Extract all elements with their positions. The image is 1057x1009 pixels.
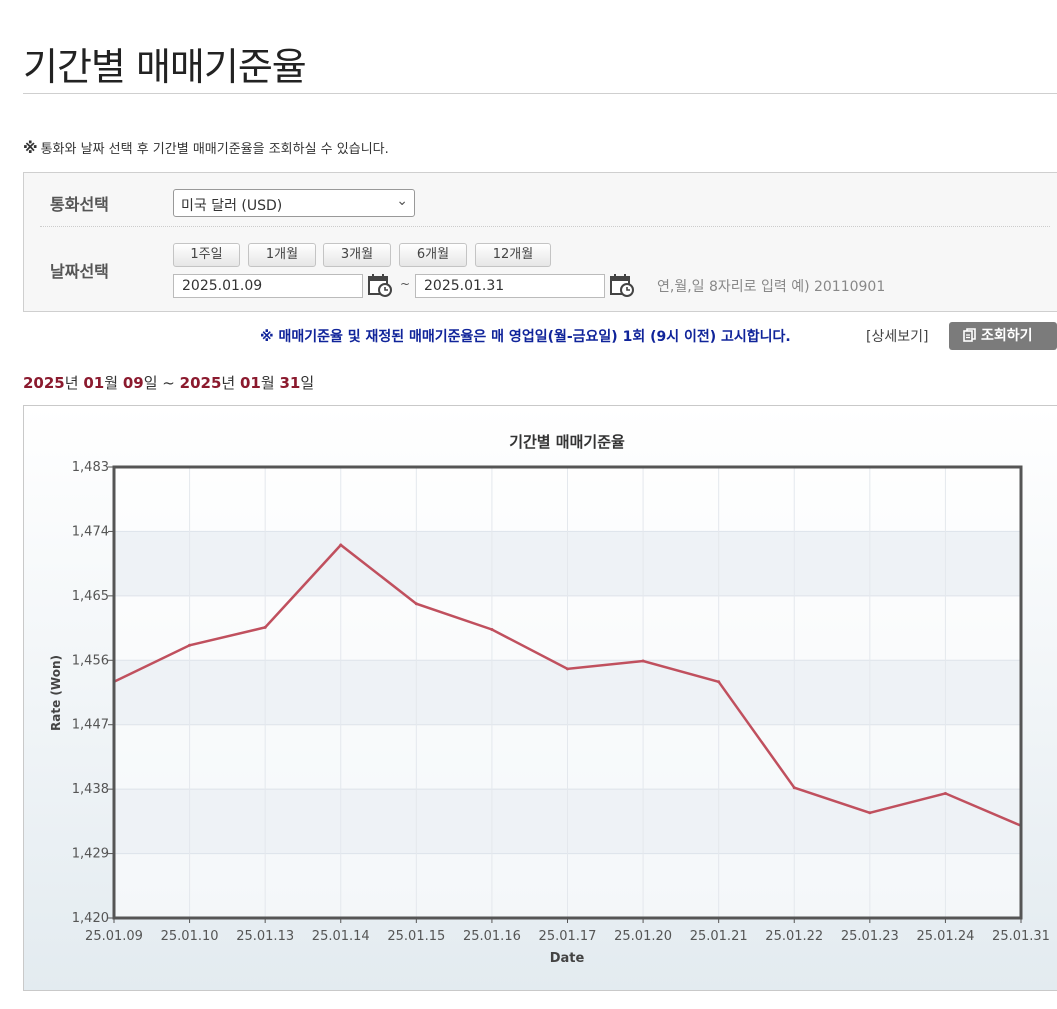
x-tick-label: 25.01.09	[85, 929, 143, 944]
range-end-day: 31	[279, 374, 301, 392]
range-end-year: 2025	[179, 374, 222, 392]
period-button-12months[interactable]: 12개월	[475, 243, 551, 267]
end-date-input[interactable]: 2025.01.31	[415, 274, 605, 298]
query-button-label: 조회하기	[981, 328, 1033, 344]
currency-select-value: 미국 달러 (USD)	[181, 198, 283, 214]
period-button-1month[interactable]: 1개월	[248, 243, 316, 267]
notice-publication-info: ※ 매매기준율 및 재정된 매매기준율은 매 영업일(월-금요일) 1회 (9시…	[260, 329, 791, 345]
x-tick-label: 25.01.31	[992, 929, 1050, 944]
range-day-unit: 일	[143, 374, 158, 392]
currency-label: 통화선택	[50, 195, 109, 214]
query-button[interactable]: 조회하기	[949, 322, 1057, 350]
range-start-month: 01	[83, 374, 105, 392]
x-tick-label: 25.01.22	[765, 929, 823, 944]
y-tick-label: 1,456	[72, 653, 109, 668]
x-tick-label: 25.01.20	[614, 929, 672, 944]
start-date-input[interactable]: 2025.01.09	[173, 274, 363, 298]
range-year-unit: 년	[64, 374, 79, 392]
x-tick-label: 25.01.14	[312, 929, 370, 944]
chart-container: 기간별 매매기준율 1,420 1,429 1,438 1,447 1,456 1,465…	[23, 405, 1057, 991]
range-end-month: 01	[239, 374, 261, 392]
notice: ※ 통화와 날짜 선택 후 기간별 매매기준율을 조회하실 수 있습니다.	[23, 138, 389, 157]
x-tick-label: 25.01.24	[916, 929, 974, 944]
selected-date-range: 2025년 01월 09일 ~ 2025년 01월 31일	[23, 372, 314, 393]
chart-title: 기간별 매매기준율	[509, 433, 625, 451]
range-day-unit: 일	[300, 374, 315, 392]
date-range-tilde: ~	[400, 277, 411, 291]
x-tick-label: 25.01.17	[539, 929, 597, 944]
range-year-unit: 년	[221, 374, 236, 392]
y-tick-label: 1,474	[72, 524, 109, 539]
y-tick-label: 1,420	[72, 911, 109, 926]
x-tick-label: 25.01.16	[463, 929, 521, 944]
x-tick-label: 25.01.10	[161, 929, 219, 944]
x-tick-label: 25.01.15	[387, 929, 445, 944]
period-button-1week[interactable]: 1주일	[173, 243, 240, 267]
calendar-icon[interactable]	[609, 272, 635, 298]
range-month-unit: 월	[260, 374, 275, 392]
calendar-icon[interactable]	[367, 272, 393, 298]
y-tick-label: 1,483	[72, 460, 109, 475]
notice-text: 통화와 날짜 선택 후 기간별 매매기준율을 조회하실 수 있습니다.	[40, 142, 389, 157]
document-icon	[963, 328, 976, 342]
y-axis-label: Rate (Won)	[49, 655, 63, 731]
date-format-hint: 연,월,일 8자리로 입력 예) 20110901	[657, 279, 886, 295]
date-label: 날짜선택	[50, 262, 109, 281]
x-tick-label: 25.01.13	[236, 929, 294, 944]
title-divider	[23, 93, 1057, 94]
rate-chart: 기간별 매매기준율 1,420 1,429 1,438 1,447 1,456 1,465…	[49, 433, 1050, 966]
chevron-down-icon: ⌄	[396, 193, 408, 209]
y-tick-label: 1,429	[72, 847, 109, 862]
y-tick-label: 1,447	[72, 718, 109, 733]
plot-area-border	[112, 465, 1023, 920]
x-tick-label: 25.01.23	[841, 929, 899, 944]
range-start-day: 09	[122, 374, 144, 392]
period-button-3months[interactable]: 3개월	[323, 243, 391, 267]
range-month-unit: 월	[104, 374, 119, 392]
row-divider	[40, 226, 1050, 227]
x-tick-label: 25.01.21	[690, 929, 748, 944]
search-panel: 통화선택 미국 달러 (USD) ⌄ 날짜선택 1주일 1개월 3개월 6개월 …	[23, 172, 1057, 312]
notice-mark: ※	[23, 139, 38, 157]
currency-select[interactable]: 미국 달러 (USD) ⌄	[173, 189, 415, 217]
period-button-6months[interactable]: 6개월	[399, 243, 467, 267]
range-separator: ~	[162, 374, 175, 392]
range-start-year: 2025	[23, 374, 65, 392]
x-axis-label: Date	[550, 951, 585, 966]
series-line	[113, 543, 1022, 827]
page-title: 기간별 매매기준율	[23, 45, 307, 89]
y-tick-label: 1,465	[72, 589, 109, 604]
detail-link[interactable]: [상세보기]	[866, 329, 929, 345]
y-tick-label: 1,438	[72, 782, 109, 797]
